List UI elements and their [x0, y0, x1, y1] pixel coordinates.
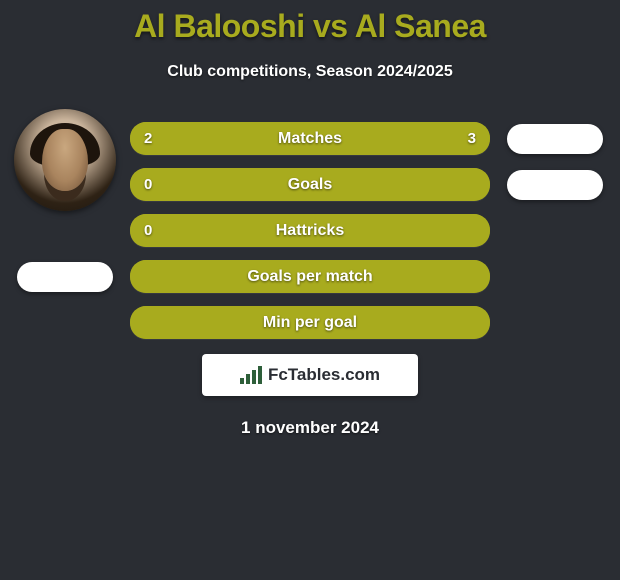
stat-bar: Hattricks0 [130, 214, 490, 247]
right-side-cell [490, 170, 620, 200]
stat-value-left: 0 [144, 168, 152, 201]
left-side-cell [0, 262, 130, 292]
flag-right [507, 170, 603, 200]
stat-label: Matches [130, 122, 490, 155]
stat-bar: Goals per match [130, 260, 490, 293]
stat-bar: Goals0 [130, 168, 490, 201]
bar-chart-icon [240, 366, 262, 384]
stat-value-left: 0 [144, 214, 152, 247]
page-title: Al Balooshi vs Al Sanea [0, 8, 620, 45]
stat-label: Goals per match [130, 260, 490, 293]
player-avatar-left [14, 109, 116, 211]
flag-left [17, 262, 113, 292]
right-side-cell [490, 124, 620, 154]
date-label: 1 november 2024 [0, 418, 620, 438]
brand-logo: FcTables.com [202, 354, 418, 396]
stat-row: Goals per match [0, 259, 620, 294]
stat-row: Min per goal [0, 305, 620, 340]
subtitle: Club competitions, Season 2024/2025 [0, 63, 620, 81]
stat-bar: Matches2 3 [130, 122, 490, 155]
stat-label: Hattricks [130, 214, 490, 247]
stat-row: Matches2 3 [0, 121, 620, 156]
stat-row: Hattricks0 [0, 213, 620, 248]
stat-value-right: 3 [468, 122, 476, 155]
stats-rows: Matches23Goals0Hattricks0Goals per match… [0, 121, 620, 340]
stat-bar: Min per goal [130, 306, 490, 339]
comparison-card: Al Balooshi vs Al Sanea Club competition… [0, 0, 620, 438]
stat-label: Goals [130, 168, 490, 201]
stat-label: Min per goal [130, 306, 490, 339]
brand-text: FcTables.com [268, 365, 380, 385]
flag-right [507, 124, 603, 154]
stat-value-left: 2 [144, 122, 152, 155]
